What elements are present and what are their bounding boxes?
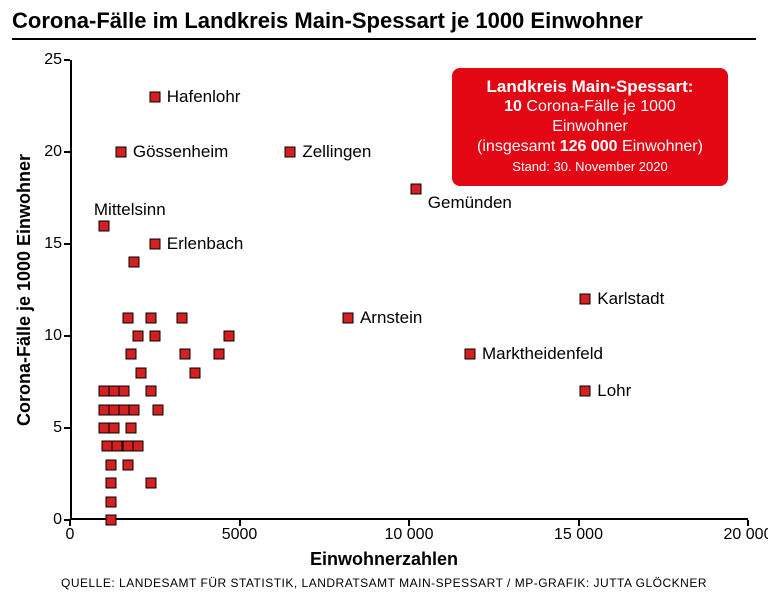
data-point — [149, 91, 160, 102]
data-point — [146, 478, 157, 489]
data-point — [132, 331, 143, 342]
y-tick-mark — [64, 243, 70, 245]
x-tick-mark — [408, 520, 410, 526]
data-point — [136, 367, 147, 378]
data-point — [105, 515, 116, 526]
x-tick-label: 0 — [66, 526, 75, 544]
data-point — [465, 349, 476, 360]
data-point-label: Lohr — [597, 381, 631, 401]
y-tick-label: 25 — [44, 51, 62, 69]
x-tick-mark — [578, 520, 580, 526]
data-point — [342, 312, 353, 323]
data-point — [115, 147, 126, 158]
y-tick-mark — [64, 59, 70, 61]
data-point — [132, 441, 143, 452]
data-point-label: Arnstein — [360, 308, 422, 328]
data-point — [176, 312, 187, 323]
data-point — [126, 349, 137, 360]
y-tick-label: 5 — [53, 419, 62, 437]
x-tick-label: 5000 — [222, 526, 258, 544]
x-tick-label: 15 000 — [554, 526, 603, 544]
y-tick-label: 0 — [53, 511, 62, 529]
x-tick-label: 20 000 — [724, 526, 768, 544]
data-point — [214, 349, 225, 360]
data-point — [109, 423, 120, 434]
y-tick-label: 10 — [44, 327, 62, 345]
y-tick-mark — [64, 427, 70, 429]
data-point — [180, 349, 191, 360]
data-point — [129, 404, 140, 415]
chart-container: Corona-Fälle im Landkreis Main-Spessart … — [0, 0, 768, 594]
data-point — [410, 183, 421, 194]
data-point-label: Zellingen — [302, 142, 371, 162]
data-point — [98, 220, 109, 231]
badge-subline: Stand: 30. November 2020 — [466, 159, 714, 175]
title-rule — [12, 38, 756, 40]
data-point-label: Mittelsinn — [94, 200, 166, 220]
data-point — [149, 239, 160, 250]
data-point-label: Marktheidenfeld — [482, 344, 603, 364]
data-point-label: Hafenlohr — [167, 87, 241, 107]
y-tick-mark — [64, 151, 70, 153]
data-point — [126, 423, 137, 434]
data-point — [105, 459, 116, 470]
data-point — [105, 478, 116, 489]
data-point-label: Karlstadt — [597, 289, 664, 309]
y-axis-label: Corona-Fälle je 1000 Einwohner — [14, 154, 35, 426]
data-point — [119, 386, 130, 397]
data-point-label: Gössenheim — [133, 142, 228, 162]
data-point — [146, 312, 157, 323]
badge-line-2: (insgesamt 126 000 Einwohner) — [466, 137, 714, 157]
x-tick-mark — [239, 520, 241, 526]
data-point — [149, 331, 160, 342]
data-point — [224, 331, 235, 342]
y-tick-mark — [64, 335, 70, 337]
badge-line-1: 10 Corona-Fälle je 1000 Einwohner — [466, 97, 714, 137]
chart-title: Corona-Fälle im Landkreis Main-Spessart … — [12, 8, 643, 34]
data-point — [129, 257, 140, 268]
data-point — [122, 312, 133, 323]
data-point — [105, 496, 116, 507]
x-tick-mark — [747, 520, 749, 526]
badge-title: Landkreis Main-Spessart: — [466, 76, 714, 97]
data-point-label: Gemünden — [428, 193, 512, 213]
x-tick-label: 10 000 — [385, 526, 434, 544]
data-point — [190, 367, 201, 378]
plot-area: 05101520250500010 00015 00020 000Mittels… — [70, 60, 748, 520]
data-point — [580, 386, 591, 397]
y-tick-label: 15 — [44, 235, 62, 253]
data-point — [122, 459, 133, 470]
x-tick-mark — [69, 520, 71, 526]
x-axis-label: Einwohnerzahlen — [0, 549, 768, 570]
data-point — [285, 147, 296, 158]
data-point-label: Erlenbach — [167, 234, 244, 254]
data-point — [580, 294, 591, 305]
source-line: QUELLE: LANDESAMT FÜR STATISTIK, LANDRAT… — [0, 576, 768, 590]
y-tick-label: 20 — [44, 143, 62, 161]
data-point — [146, 386, 157, 397]
summary-badge: Landkreis Main-Spessart:10 Corona-Fälle … — [450, 66, 730, 188]
data-point — [153, 404, 164, 415]
